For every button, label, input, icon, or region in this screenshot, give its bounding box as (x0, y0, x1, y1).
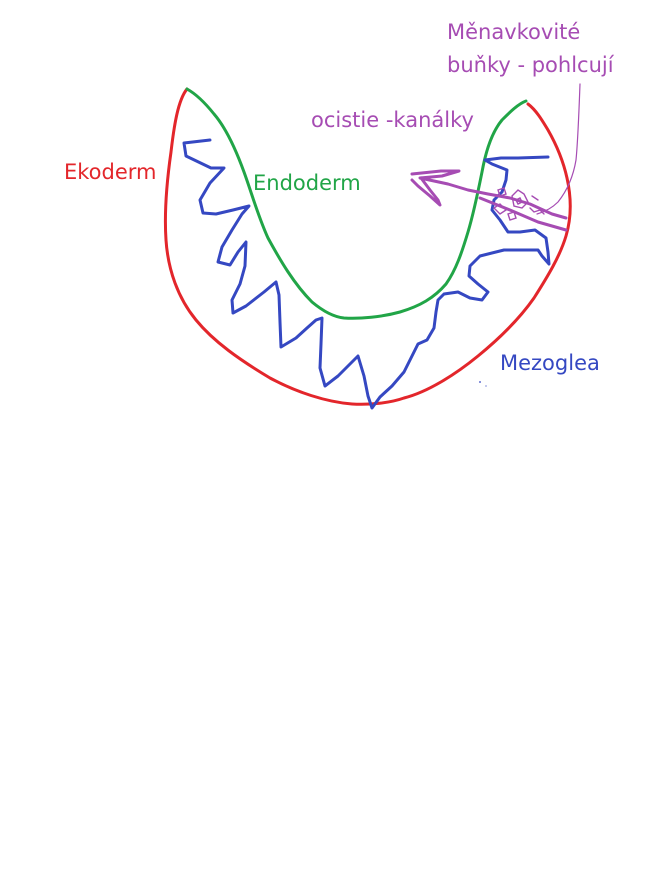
label-endoderm: Endoderm (253, 171, 361, 195)
label-menavkovite-line2: buňky - pohlcují (447, 52, 614, 77)
stray-dot (485, 385, 487, 387)
endoderm-outline (185, 87, 528, 320)
ekoderm-outline (163, 87, 572, 406)
mezoglea-zigzag (182, 138, 551, 410)
label-mezoglea: Mezoglea (500, 351, 600, 375)
menavkovite-leader-line (536, 83, 581, 215)
label-menavkovite-bunky: Měnavkovité buňky - pohlcují (447, 16, 614, 81)
label-ocistie-kanalky: ocistie -kanálky (311, 108, 474, 132)
label-ekoderm: Ekoderm (64, 160, 157, 184)
ocistie-arrow (410, 169, 568, 232)
stray-dot (479, 381, 481, 383)
label-menavkovite-line1: Měnavkovité (447, 20, 581, 44)
